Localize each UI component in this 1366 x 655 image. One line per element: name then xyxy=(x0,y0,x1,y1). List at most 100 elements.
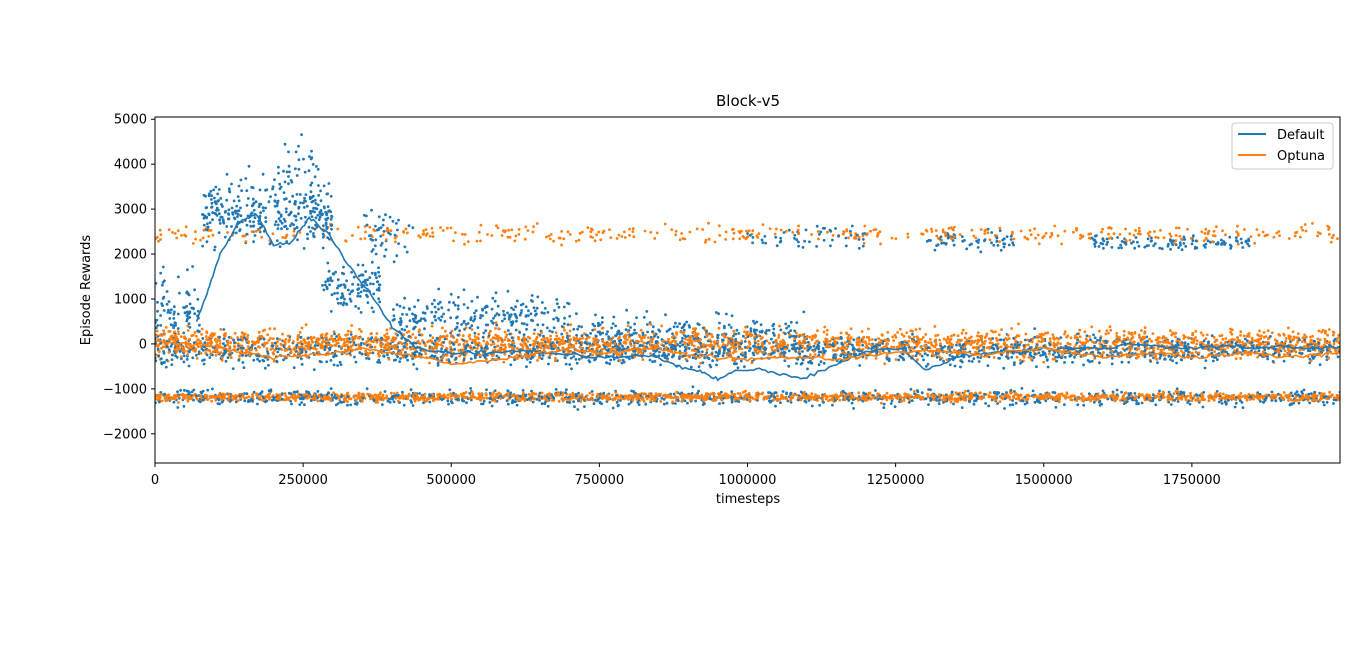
point-default xyxy=(347,288,350,292)
point-default xyxy=(236,215,239,219)
point-default xyxy=(284,197,288,201)
point-default xyxy=(412,326,416,330)
point-default xyxy=(482,331,486,335)
point-default xyxy=(562,305,566,309)
point-optuna xyxy=(972,234,976,238)
point-optuna xyxy=(905,331,909,334)
point-default xyxy=(536,295,540,299)
point-optuna xyxy=(569,323,572,327)
point-default xyxy=(1291,394,1295,398)
point-default xyxy=(161,265,165,269)
point-optuna xyxy=(847,333,851,337)
point-default xyxy=(822,351,826,355)
point-default xyxy=(438,300,442,304)
point-default xyxy=(456,321,459,325)
point-optuna xyxy=(920,232,923,236)
point-optuna xyxy=(503,338,506,342)
point-default xyxy=(524,315,528,318)
point-default xyxy=(334,354,338,358)
point-optuna xyxy=(270,341,274,345)
point-default xyxy=(167,308,170,312)
point-default xyxy=(312,234,315,238)
point-optuna xyxy=(495,224,498,228)
point-default xyxy=(208,356,212,359)
point-default xyxy=(314,202,318,205)
point-default xyxy=(601,316,604,319)
point-default xyxy=(556,319,560,322)
point-default xyxy=(242,366,246,369)
point-optuna xyxy=(929,338,932,341)
point-default xyxy=(330,293,334,297)
point-default xyxy=(772,327,776,331)
point-default xyxy=(594,313,597,317)
point-optuna xyxy=(1060,242,1063,246)
point-default xyxy=(509,363,513,367)
point-default xyxy=(491,296,495,300)
point-default xyxy=(350,270,353,274)
point-default xyxy=(304,199,307,203)
point-default xyxy=(548,329,552,333)
point-default xyxy=(1279,349,1283,353)
point-optuna xyxy=(574,341,578,345)
point-default xyxy=(511,321,515,325)
point-default xyxy=(525,323,529,327)
point-optuna xyxy=(838,398,842,402)
point-optuna xyxy=(211,233,215,237)
point-default xyxy=(484,311,488,314)
point-default xyxy=(349,299,353,303)
point-optuna xyxy=(239,335,243,339)
point-default xyxy=(413,351,417,354)
point-optuna xyxy=(461,232,464,236)
point-optuna xyxy=(1264,340,1268,344)
point-default xyxy=(1010,355,1014,359)
point-default xyxy=(405,313,409,316)
point-default xyxy=(321,284,324,287)
point-default xyxy=(155,318,159,322)
point-default xyxy=(226,356,230,359)
point-default xyxy=(942,359,945,363)
point-optuna xyxy=(428,361,431,365)
point-default xyxy=(1089,338,1092,342)
point-default xyxy=(206,222,209,226)
point-optuna xyxy=(930,230,934,233)
point-default xyxy=(817,363,821,367)
point-optuna xyxy=(1311,334,1314,338)
point-optuna xyxy=(674,233,678,237)
point-default xyxy=(897,358,901,362)
point-optuna xyxy=(1204,236,1208,240)
point-default xyxy=(594,334,598,338)
point-optuna xyxy=(309,337,313,341)
point-default xyxy=(416,298,420,302)
point-default xyxy=(210,198,213,201)
point-default xyxy=(322,184,326,188)
point-default xyxy=(681,337,684,340)
point-default xyxy=(210,206,213,209)
point-default xyxy=(316,203,320,207)
point-default xyxy=(350,290,353,294)
point-default xyxy=(780,347,784,351)
point-optuna xyxy=(949,400,953,404)
point-default xyxy=(412,319,416,323)
point-default xyxy=(560,332,564,336)
point-default xyxy=(302,247,306,250)
point-default xyxy=(324,280,328,284)
point-optuna xyxy=(218,342,222,345)
point-default xyxy=(310,196,314,199)
point-default xyxy=(317,184,320,187)
point-default xyxy=(311,199,315,203)
point-optuna xyxy=(449,395,453,398)
point-default xyxy=(529,312,533,316)
point-default xyxy=(474,350,478,353)
point-optuna xyxy=(1153,230,1156,233)
point-default xyxy=(1092,333,1095,337)
point-optuna xyxy=(809,353,812,357)
point-optuna xyxy=(155,397,158,401)
point-default xyxy=(415,367,419,371)
point-default xyxy=(794,350,798,353)
point-default xyxy=(333,332,336,336)
point-default xyxy=(514,305,517,309)
point-default xyxy=(369,282,372,286)
point-optuna xyxy=(1194,345,1197,349)
point-default xyxy=(502,313,506,316)
point-default xyxy=(998,357,1001,360)
